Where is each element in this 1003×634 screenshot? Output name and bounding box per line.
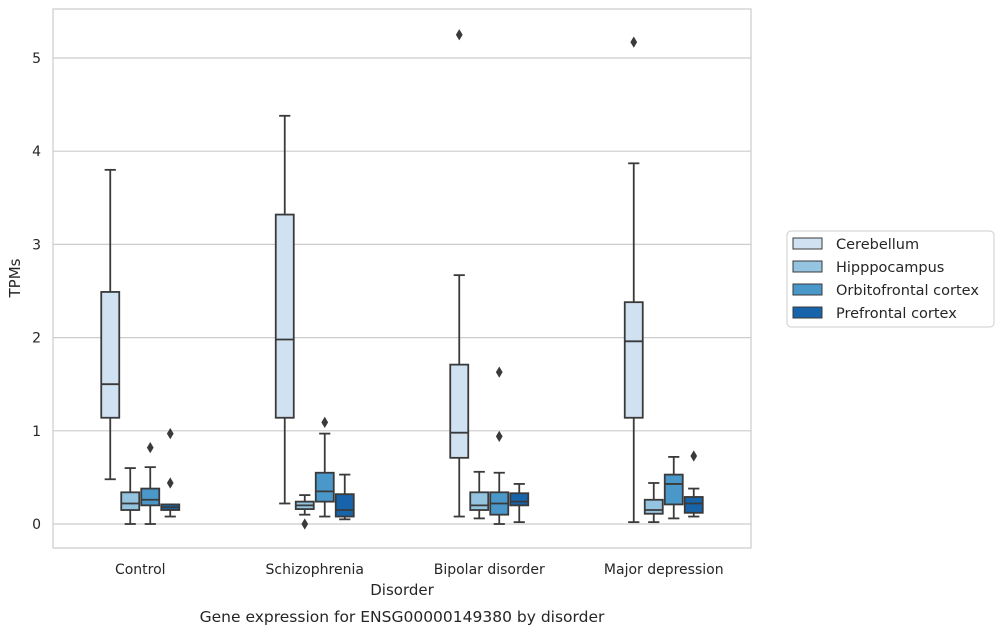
legend-label: Cerebellum — [836, 237, 919, 253]
y-tick-label: 1 — [32, 424, 41, 440]
outlier-point — [495, 430, 503, 443]
box-group — [100, 168, 121, 481]
box-iqr — [469, 491, 490, 511]
box-iqr — [663, 473, 684, 506]
box-group — [489, 366, 510, 525]
legend-swatch — [792, 306, 823, 319]
box-iqr — [449, 363, 470, 459]
box-iqr — [140, 487, 161, 507]
box-group — [294, 494, 315, 530]
plot-area-frame — [52, 8, 752, 549]
box-iqr — [509, 492, 530, 507]
outlier-point — [166, 477, 174, 489]
outlier-point — [321, 416, 329, 429]
x-tick-label: Major depression — [604, 562, 724, 578]
legend-swatch — [792, 237, 823, 250]
outlier-point — [301, 518, 309, 530]
outlier-point — [495, 366, 503, 378]
x-axis-ticks: Control Schizophrenia Bipolar disorder Majo… — [115, 562, 724, 578]
y-axis-label: TPMs — [6, 258, 24, 298]
box-group — [160, 427, 181, 518]
legend-label: Hipppocampus — [836, 260, 944, 276]
outlier-point — [166, 427, 174, 440]
y-tick-label: 4 — [32, 144, 41, 160]
box-group — [509, 483, 530, 524]
box-group — [334, 473, 355, 521]
legend-swatch — [792, 260, 823, 273]
x-tick-label: Control — [115, 562, 166, 578]
legend-frame — [786, 230, 995, 328]
box-iqr — [643, 498, 664, 515]
box-iqr — [120, 491, 141, 511]
box-group — [643, 482, 664, 524]
y-tick-label: 5 — [32, 51, 41, 67]
x-tick-label: Schizophrenia — [266, 562, 364, 578]
outlier-point — [690, 450, 698, 462]
legend-label: Orbitofrontal cortex — [836, 283, 979, 299]
legend-swatch — [792, 283, 823, 296]
box-iqr — [314, 471, 335, 503]
box-group — [469, 470, 490, 520]
box-iqr — [623, 301, 644, 419]
y-tick-label: 3 — [32, 237, 41, 253]
outlier-point — [455, 29, 463, 41]
box-iqr — [334, 493, 355, 518]
box-group — [683, 450, 704, 518]
box-iqr — [683, 496, 704, 514]
box-group — [140, 441, 161, 525]
y-tick-label: 0 — [32, 517, 41, 533]
x-axis-label: Disorder — [370, 581, 434, 599]
box-iqr — [274, 213, 295, 419]
legend-label: Prefrontal cortex — [836, 306, 957, 322]
box-iqr — [100, 291, 121, 419]
box-group — [623, 36, 644, 524]
chart-caption: Gene expression for ENSG00000149380 by d… — [200, 608, 605, 626]
legend: Cerebellum Hipppocampus Orbitofrontal cort… — [786, 230, 995, 328]
box-marks — [100, 29, 704, 530]
y-tick-label: 2 — [32, 331, 41, 347]
box-group — [449, 29, 470, 518]
x-tick-label: Bipolar disorder — [434, 562, 545, 578]
gridlines — [53, 57, 751, 525]
y-axis-ticks: 0 1 2 3 4 5 — [32, 51, 41, 533]
box-group — [314, 416, 335, 518]
outlier-point — [630, 36, 638, 48]
outlier-point — [146, 441, 154, 454]
box-group — [663, 455, 684, 520]
box-group — [120, 467, 141, 525]
box-group — [274, 114, 295, 505]
